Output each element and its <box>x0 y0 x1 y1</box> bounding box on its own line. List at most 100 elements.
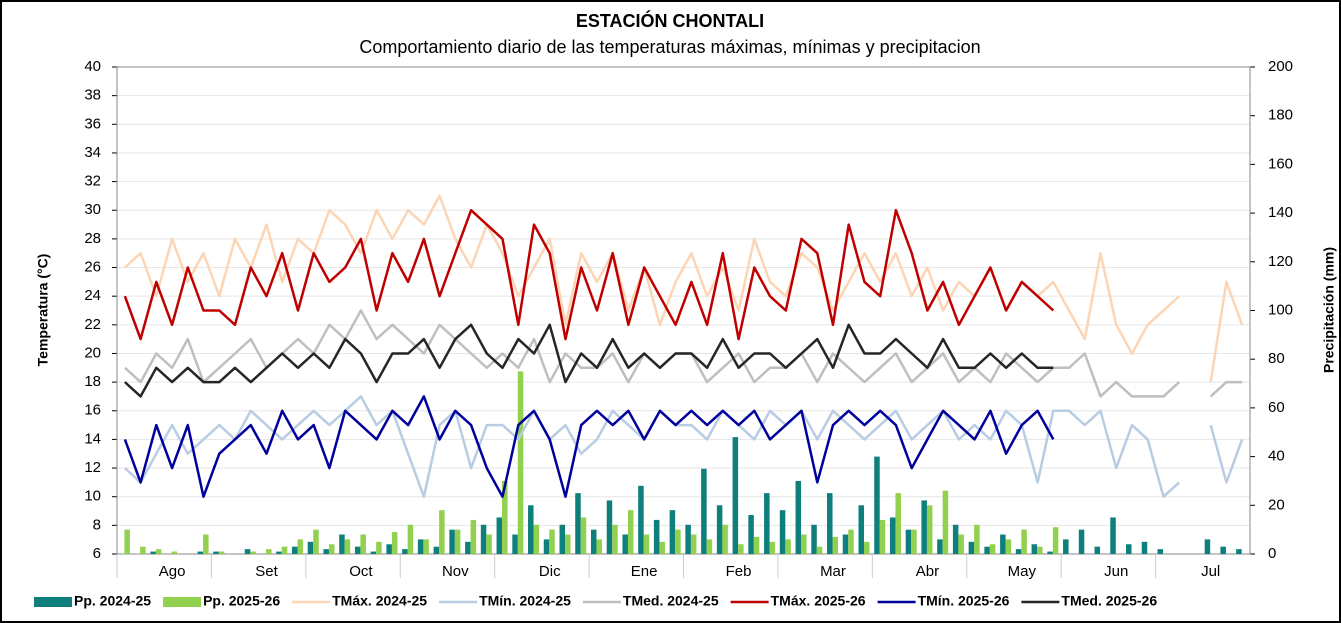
bar <box>984 546 990 554</box>
bar <box>281 546 288 554</box>
y-tick-label: 18 <box>84 373 101 390</box>
bar <box>1236 549 1242 554</box>
x-tick-label: May <box>1008 563 1037 580</box>
bar <box>889 517 896 554</box>
bar <box>753 536 760 554</box>
bar <box>297 539 304 554</box>
bar <box>685 524 691 554</box>
bar <box>291 546 298 554</box>
bar <box>706 539 713 554</box>
bar <box>1047 551 1053 554</box>
bar <box>816 546 823 554</box>
bar <box>150 551 156 554</box>
y2-tick-label: 0 <box>1268 545 1276 562</box>
bar <box>1078 529 1085 554</box>
bar <box>858 505 864 554</box>
y-tick-label: 14 <box>84 430 101 447</box>
y2-tick-label: 120 <box>1268 253 1293 270</box>
bar <box>480 524 487 554</box>
y2-axis-label: Precipitación (mm) <box>1321 247 1337 373</box>
x-tick-label: Ago <box>159 563 186 580</box>
bar <box>1000 534 1006 554</box>
bar <box>171 551 178 554</box>
y2-tick-label: 100 <box>1268 301 1293 318</box>
bar <box>244 549 251 554</box>
bar <box>417 539 424 554</box>
x-tick-label: Set <box>255 563 278 580</box>
bar <box>528 505 534 554</box>
bar <box>926 505 933 554</box>
bar <box>732 437 739 554</box>
bar <box>454 529 461 554</box>
bar <box>549 529 555 554</box>
y-tick-label: 36 <box>84 115 101 132</box>
bar <box>769 541 776 554</box>
x-tick-label: Mar <box>820 563 846 580</box>
y-axis-label: Temperatura (°C) <box>35 254 51 367</box>
bar <box>433 546 440 554</box>
bar <box>323 549 329 554</box>
bar <box>748 515 754 554</box>
y2-tick-label: 20 <box>1268 496 1285 513</box>
bar <box>1110 517 1116 554</box>
y2-tick-label: 140 <box>1268 204 1293 221</box>
y2-tick-label: 80 <box>1268 350 1285 367</box>
bar <box>1063 539 1069 554</box>
bar <box>580 517 587 554</box>
legend-label: TMáx. 2025-26 <box>771 593 866 609</box>
bar <box>439 510 445 554</box>
legend-label: TMín. 2025-26 <box>918 593 1010 609</box>
y-tick-label: 10 <box>84 488 101 505</box>
x-tick-label: Oct <box>349 563 373 580</box>
bar <box>328 544 335 554</box>
bar <box>958 534 964 554</box>
bar <box>465 541 471 554</box>
bar <box>402 549 408 554</box>
x-tick-label: Dic <box>539 563 561 580</box>
line-series <box>123 395 1055 498</box>
bar <box>360 534 366 554</box>
bar <box>801 534 807 554</box>
bar <box>517 371 524 554</box>
bar <box>785 539 791 554</box>
bar <box>213 551 219 554</box>
bar <box>989 544 996 554</box>
bar <box>895 493 901 554</box>
bar <box>590 529 597 554</box>
bar <box>449 529 455 554</box>
bar <box>716 505 723 554</box>
legend-label: Pp. 2025-26 <box>203 593 280 609</box>
y-tick-label: 24 <box>84 287 101 304</box>
bar <box>905 529 912 554</box>
bar <box>879 519 886 554</box>
bar <box>155 549 162 554</box>
bar <box>779 510 786 554</box>
bar <box>370 551 377 554</box>
bar <box>1094 546 1101 554</box>
x-tick-label: Feb <box>726 563 752 580</box>
bar <box>354 546 361 554</box>
legend-swatch <box>163 597 202 607</box>
bar <box>313 529 319 554</box>
bar <box>533 524 540 554</box>
bar <box>738 544 744 554</box>
bar <box>874 456 880 554</box>
bar <box>1125 544 1132 554</box>
y2-tick-label: 160 <box>1268 155 1293 172</box>
bar <box>701 468 707 554</box>
bar <box>512 534 518 554</box>
y2-tick-label: 200 <box>1268 58 1293 75</box>
bar <box>339 534 345 554</box>
y-tick-label: 16 <box>84 402 101 419</box>
y-tick-label: 30 <box>84 201 101 218</box>
bar <box>1141 541 1148 554</box>
x-tick-label: Jul <box>1201 563 1220 580</box>
x-tick-label: Ene <box>631 563 658 580</box>
bar <box>266 549 272 554</box>
line-series <box>123 208 1055 341</box>
bar <box>203 534 209 554</box>
bar <box>1031 544 1038 554</box>
bar <box>543 539 550 554</box>
bar <box>470 519 477 554</box>
